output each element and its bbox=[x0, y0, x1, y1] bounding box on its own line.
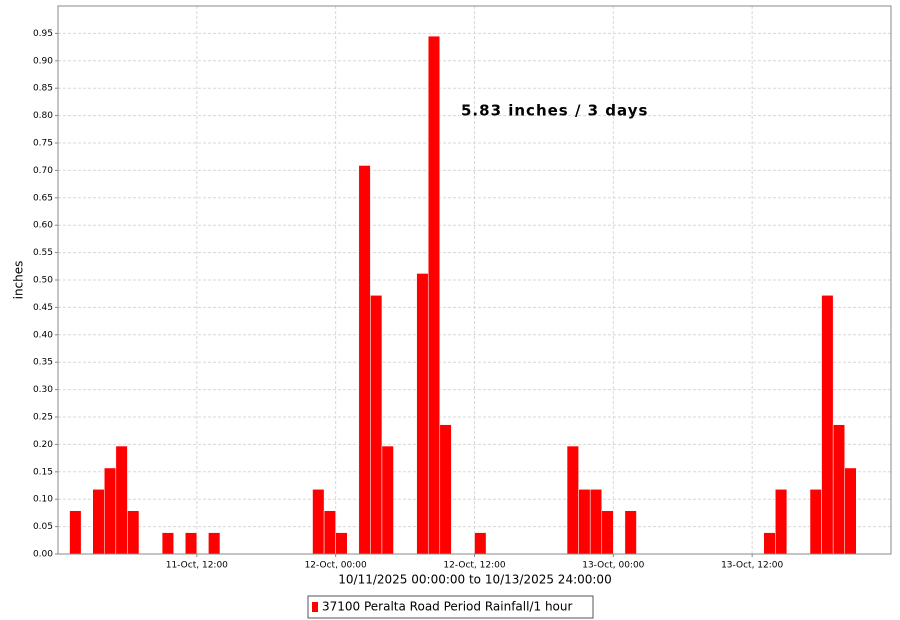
y-axis-label: inches bbox=[12, 261, 26, 300]
y-tick-label: 0.90 bbox=[33, 56, 53, 66]
legend-label: 37100 Peralta Road Period Rainfall/1 hou… bbox=[322, 600, 572, 614]
bar bbox=[161, 532, 174, 555]
y-tick-label: 0.00 bbox=[33, 550, 53, 560]
x-tick-label: 11-Oct, 12:00 bbox=[166, 561, 228, 571]
bar bbox=[775, 489, 788, 555]
y-tick-label: 0.10 bbox=[33, 495, 53, 505]
grid bbox=[58, 6, 891, 555]
y-tick-label: 0.30 bbox=[33, 385, 53, 395]
bar bbox=[370, 295, 383, 555]
legend: 37100 Peralta Road Period Rainfall/1 hou… bbox=[307, 595, 594, 619]
y-tick-label: 0.75 bbox=[33, 139, 53, 149]
bar bbox=[427, 35, 441, 555]
y-tick-label: 0.05 bbox=[33, 522, 53, 532]
bar bbox=[474, 532, 487, 555]
y-tick-label: 0.25 bbox=[33, 413, 53, 423]
y-tick-label: 0.15 bbox=[33, 467, 53, 477]
x-tick-label: 12-Oct, 00:00 bbox=[305, 561, 367, 571]
bar bbox=[92, 489, 105, 555]
bar bbox=[208, 532, 221, 555]
y-tick-label: 0.20 bbox=[33, 440, 53, 450]
x-tick-label: 13-Oct, 12:00 bbox=[721, 561, 783, 571]
bar bbox=[589, 489, 603, 555]
y-tick-label: 0.50 bbox=[33, 276, 53, 286]
bar bbox=[832, 424, 845, 555]
bar bbox=[439, 424, 452, 555]
bars bbox=[69, 35, 857, 555]
y-tick-label: 0.60 bbox=[33, 221, 53, 231]
y-tick-label: 0.40 bbox=[33, 330, 53, 340]
bar bbox=[115, 445, 128, 555]
bar bbox=[381, 445, 394, 555]
bar bbox=[821, 295, 834, 555]
bar bbox=[69, 510, 82, 555]
x-tick-label: 13-Oct, 00:00 bbox=[582, 561, 644, 571]
x-tick-label: 12-Oct, 12:00 bbox=[443, 561, 505, 571]
y-tick-label: 0.80 bbox=[33, 111, 53, 121]
annotation: 5.83 inches / 3 days bbox=[461, 102, 648, 120]
bar bbox=[358, 165, 371, 555]
bar bbox=[312, 489, 325, 555]
y-tick-label: 0.65 bbox=[33, 193, 53, 203]
y-tick-label: 0.85 bbox=[33, 84, 53, 94]
bar bbox=[566, 445, 579, 555]
x-axis-label: 10/11/2025 00:00:00 to 10/13/2025 24:00:… bbox=[338, 573, 611, 587]
y-tick-label: 0.95 bbox=[33, 29, 53, 39]
bar bbox=[104, 467, 117, 555]
bar bbox=[335, 532, 348, 555]
bar bbox=[323, 510, 336, 555]
bar bbox=[578, 489, 591, 555]
axes: 0.00 0.05 0.10 0.15 0.20 0.25 0.30 0.35 0.40 0.45… bbox=[33, 29, 784, 571]
bar bbox=[844, 467, 857, 555]
bar bbox=[127, 510, 140, 555]
bar bbox=[185, 532, 198, 555]
legend-box bbox=[307, 595, 594, 619]
bar bbox=[763, 532, 776, 555]
y-tick-label: 0.45 bbox=[33, 303, 53, 313]
y-tick-label: 0.35 bbox=[33, 358, 53, 368]
legend-swatch bbox=[312, 602, 318, 612]
y-tick-label: 0.70 bbox=[33, 166, 53, 176]
y-tick-label: 0.55 bbox=[33, 248, 53, 258]
bar bbox=[624, 510, 637, 555]
bar bbox=[416, 273, 429, 555]
bar bbox=[601, 510, 614, 555]
bar bbox=[809, 489, 822, 555]
